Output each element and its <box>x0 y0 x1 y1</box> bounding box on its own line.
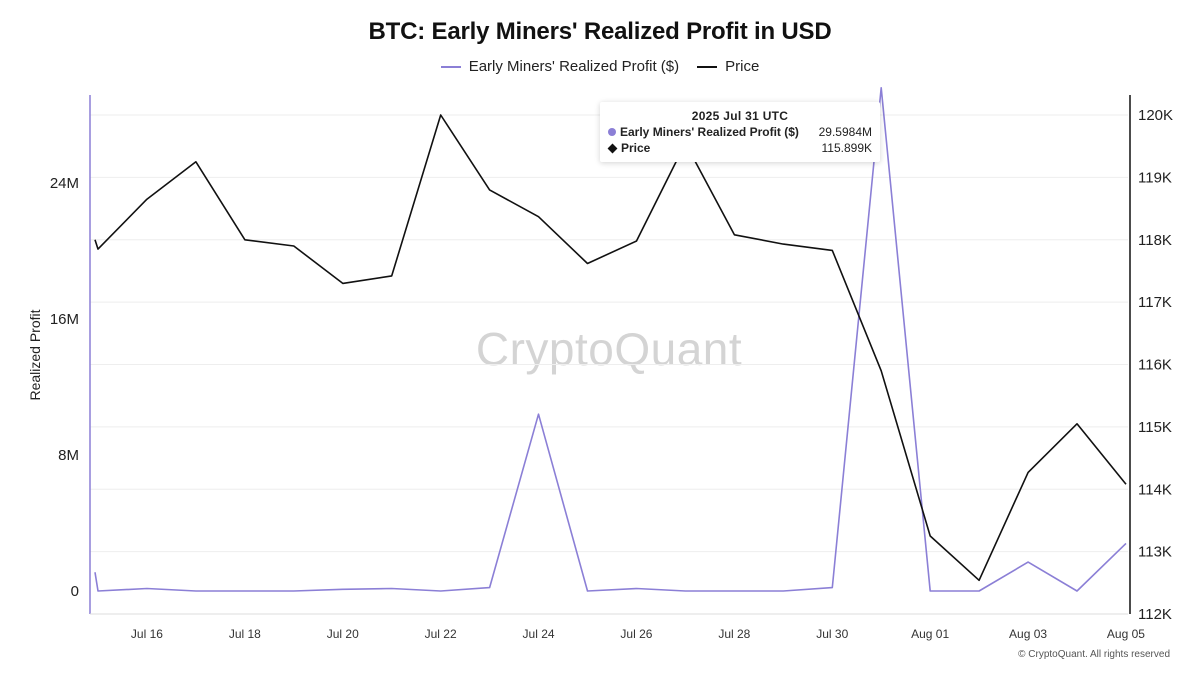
copyright-footer: © CryptoQuant. All rights reserved <box>1018 649 1170 660</box>
gridlines <box>90 114 1128 615</box>
x-tick-label: Jul 24 <box>523 627 555 641</box>
axes <box>89 95 1131 615</box>
y-right-tick-label: 120K <box>1138 107 1173 124</box>
y-right-tick-label: 118K <box>1138 232 1172 249</box>
y-right-tick-label: 114K <box>1138 481 1172 498</box>
y-right-tick-label: 116K <box>1138 357 1172 374</box>
legend-swatch-price <box>697 65 718 68</box>
legend-swatch-profit <box>440 65 461 68</box>
tick-labels: 0 8M 16M 24M 112K 113K 114K 115K 116K 117K 118K 119… <box>27 107 1173 641</box>
tooltip-diamond-icon <box>607 143 618 153</box>
x-tick-label: Jul 22 <box>425 627 457 641</box>
y-left-tick-label: 16M <box>50 311 79 328</box>
tooltip-date: 2025 Jul 31 UTC <box>691 109 789 123</box>
legend-item-price[interactable]: Price <box>697 58 759 75</box>
tooltip-row-price: Price 115.899K <box>600 141 880 155</box>
legend-label-profit: Early Miners' Realized Profit ($) <box>468 58 680 75</box>
y-right-tick-label: 113K <box>1138 544 1172 561</box>
x-tick-label: Aug 05 <box>1107 627 1145 641</box>
y-left-tick-label: 24M <box>50 175 79 192</box>
y-left-tick-label: 8M <box>58 447 79 464</box>
x-tick-label: Aug 01 <box>911 627 949 641</box>
tooltip-series-value: 115.899K <box>821 141 873 155</box>
x-tick-label: Aug 03 <box>1009 627 1047 641</box>
legend-item-profit[interactable]: Early Miners' Realized Profit ($) <box>440 58 680 75</box>
y-left-tick-label: 0 <box>71 583 79 600</box>
y-right-tick-label: 112K <box>1138 606 1172 623</box>
x-tick-label: Jul 18 <box>229 627 261 641</box>
legend: Early Miners' Realized Profit ($) Price <box>0 58 1200 75</box>
tooltip-series-name: Early Miners' Realized Profit ($) <box>620 125 799 139</box>
chart-title: BTC: Early Miners' Realized Profit in US… <box>368 18 832 45</box>
tooltip-series-name: Price <box>621 141 651 155</box>
legend-label-price: Price <box>725 58 760 75</box>
tooltip-row-profit: Early Miners' Realized Profit ($) 29.598… <box>600 125 880 139</box>
series-lines <box>94 87 1127 592</box>
x-tick-label: Jul 28 <box>718 627 750 641</box>
series-line-profit[interactable] <box>94 87 1127 592</box>
y-right-tick-label: 115K <box>1138 419 1172 436</box>
series-line-price[interactable] <box>94 114 1127 582</box>
hover-tooltip: 2025 Jul 31 UTC Early Miners' Realized P… <box>600 102 880 162</box>
y-right-tick-label: 117K <box>1138 294 1172 311</box>
y-right-tick-label: 119K <box>1138 169 1172 186</box>
x-tick-label: Jul 30 <box>816 627 848 641</box>
tooltip-series-value: 29.5984M <box>818 125 872 139</box>
x-tick-label: Jul 16 <box>131 627 163 641</box>
x-tick-label: Jul 26 <box>620 627 652 641</box>
tooltip-dot-icon <box>608 128 616 136</box>
watermark: CryptoQuant <box>475 323 743 375</box>
x-tick-label: Jul 20 <box>327 627 359 641</box>
y-axis-title: Realized Profit <box>27 309 43 400</box>
